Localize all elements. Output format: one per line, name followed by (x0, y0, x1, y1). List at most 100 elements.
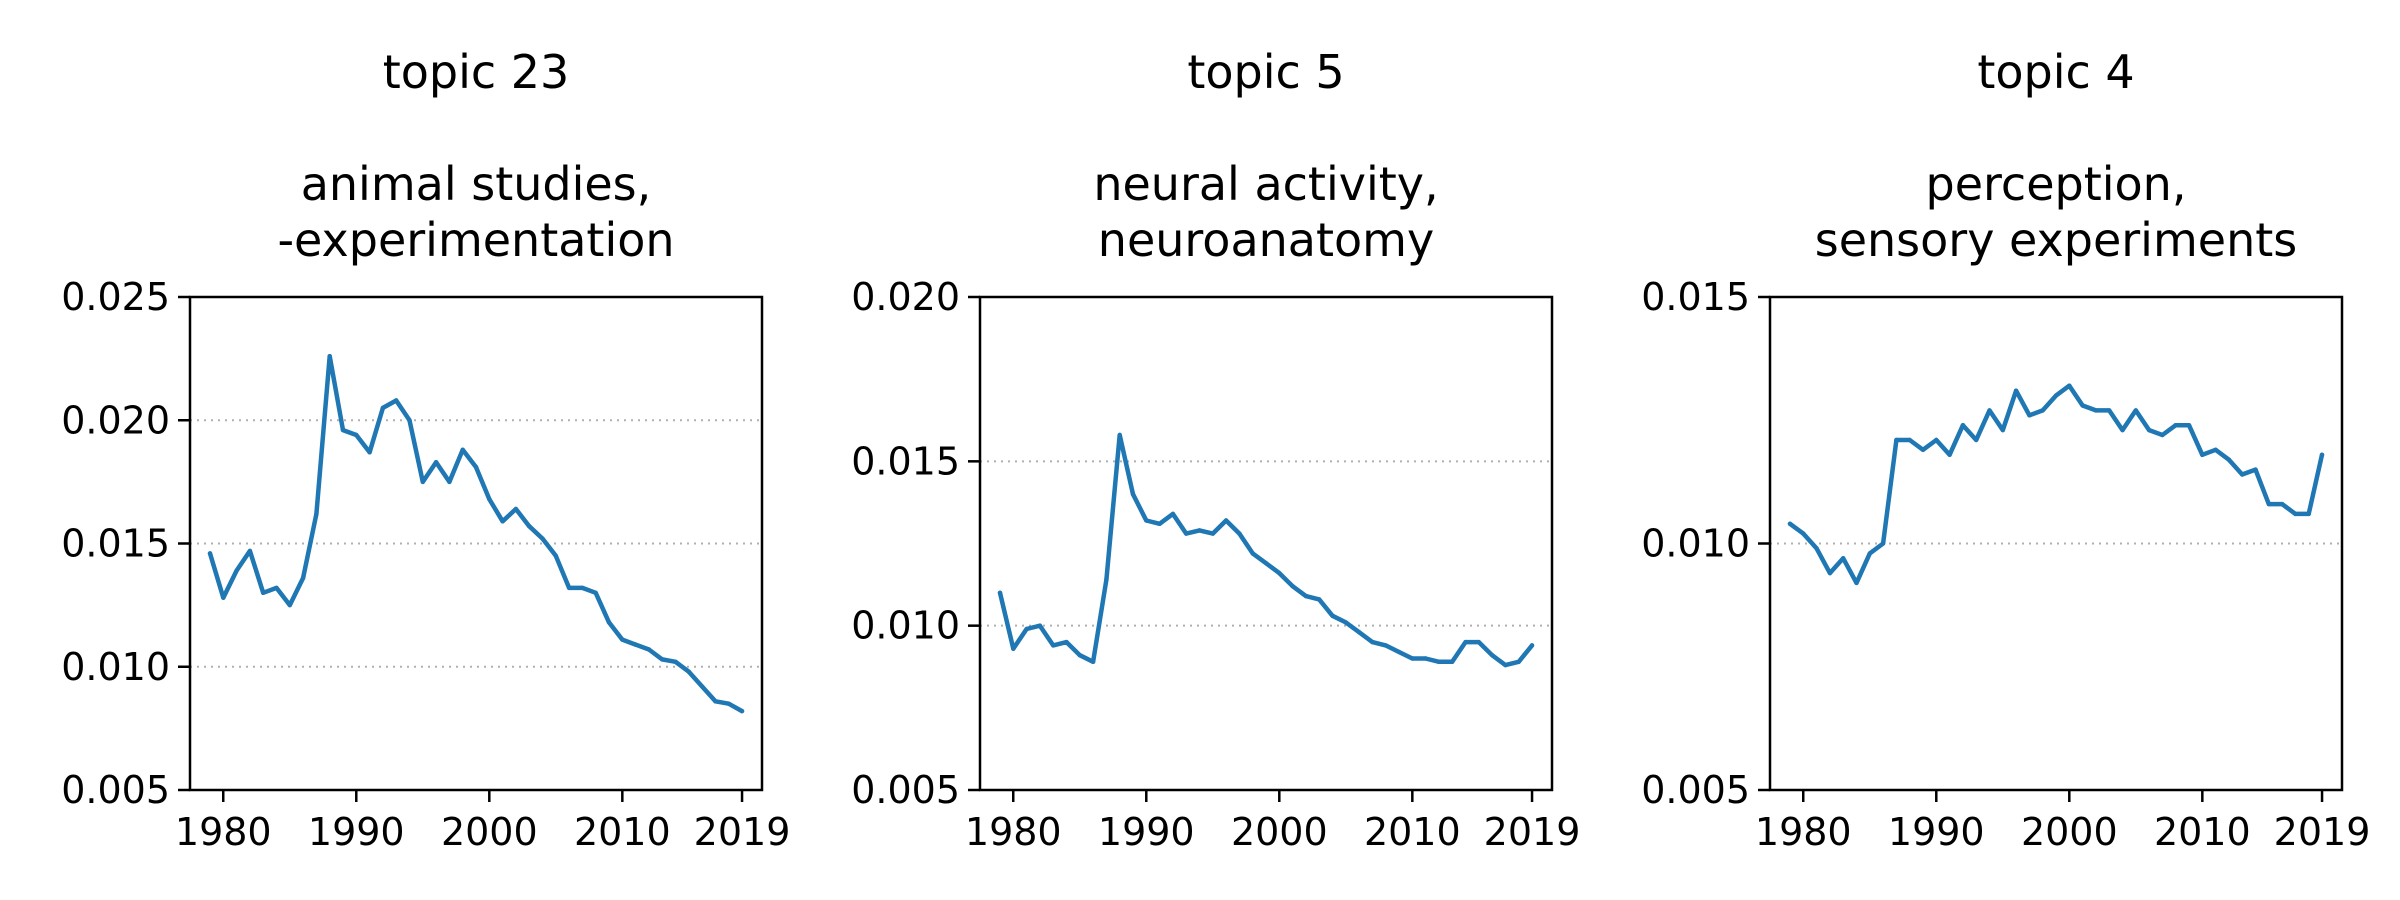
data-point (1814, 546, 1819, 551)
data-point (1854, 580, 1859, 586)
data-point (997, 590, 1003, 595)
data-point (2200, 452, 2205, 457)
data-point (1880, 541, 1886, 546)
data-point (1423, 656, 1428, 661)
data-point (2293, 511, 2298, 517)
data-point (540, 536, 545, 541)
data-point (460, 447, 465, 452)
data-point (1037, 623, 1043, 628)
x-tick-label: 2019 (2274, 810, 2371, 854)
data-point (1330, 613, 1335, 618)
data-point (2146, 427, 2152, 433)
data-point (300, 575, 306, 581)
data-point (713, 699, 718, 704)
data-point (2107, 408, 2112, 413)
data-point (380, 405, 386, 411)
x-tick-label: 1990 (1098, 810, 1195, 854)
data-point (2013, 388, 2019, 393)
data-point (447, 479, 452, 485)
chart-title-line-2: animal studies, (301, 157, 652, 211)
data-point (1436, 659, 1442, 664)
data-point (1463, 639, 1468, 645)
data-point (1011, 646, 1016, 651)
data-point (2067, 383, 2072, 388)
plot-frame (978, 295, 1554, 792)
data-point (2173, 423, 2178, 428)
chart-title-line-1: topic 5 (1187, 45, 1344, 99)
y-tick-label: 0.005 (61, 768, 170, 812)
y-tick-label: 0.015 (851, 439, 960, 483)
data-point (1801, 531, 1806, 536)
data-point (1250, 551, 1255, 556)
data-point (1516, 659, 1521, 664)
data-point (673, 659, 678, 664)
data-point (1144, 518, 1149, 523)
data-point (221, 595, 226, 600)
data-point (473, 464, 479, 470)
chart-title-line-1: topic 23 (383, 45, 570, 99)
data-point (686, 669, 691, 674)
data-point (2279, 501, 2285, 507)
data-point (1894, 437, 1899, 443)
data-point (1223, 518, 1229, 523)
data-point (527, 524, 532, 529)
data-point (420, 479, 425, 485)
data-point (1383, 643, 1388, 648)
y-tick-label: 0.010 (1641, 522, 1750, 566)
panel-1: topic 23 animal studies,-experimentation 0… (61, 45, 790, 854)
data-point (606, 620, 612, 625)
x-tick-label: 2010 (2154, 810, 2251, 854)
data-point (2120, 427, 2125, 433)
chart-title-line-2: perception, (1926, 157, 2187, 211)
x-tick-label: 1980 (965, 810, 1062, 854)
panel-3: topic 4 perception,sensory experiments 0.0… (1641, 45, 2370, 854)
data-point (2093, 408, 2099, 413)
data-point (1210, 531, 1216, 536)
data-point (1841, 556, 1846, 561)
data-point (340, 427, 346, 433)
data-point (1489, 653, 1495, 658)
data-point (1356, 630, 1362, 635)
series-line (997, 432, 1535, 668)
x-tick-label: 1980 (1755, 810, 1852, 854)
data-point (1410, 656, 1415, 661)
data-point (1051, 643, 1056, 648)
data-point (1077, 653, 1083, 658)
data-point (274, 585, 279, 591)
x-tick-label: 1990 (1888, 810, 1985, 854)
data-point (1290, 584, 1295, 589)
data-point (1503, 662, 1508, 668)
y-tick-label: 0.010 (851, 604, 960, 648)
x-tick-label: 2010 (574, 810, 671, 854)
x-tick-label: 2019 (694, 810, 791, 854)
chart-title-line-1: topic 4 (1977, 45, 2134, 99)
data-point (1974, 437, 1979, 443)
y-tick-label: 0.005 (851, 768, 960, 812)
data-point (2240, 472, 2245, 477)
data-point (1130, 492, 1136, 497)
data-point (2266, 501, 2271, 507)
x-tick-label: 2000 (441, 810, 538, 854)
data-point (287, 602, 292, 608)
chart-title-line-3: -experimentation (277, 213, 674, 267)
y-tick-label: 0.020 (61, 398, 170, 442)
data-point (327, 354, 332, 359)
data-point (1064, 639, 1069, 645)
data-point (2319, 452, 2325, 457)
x-tick-label: 2010 (1364, 810, 1461, 854)
data-point (2306, 511, 2311, 517)
data-point (620, 637, 625, 642)
y-tick-label: 0.020 (851, 275, 960, 319)
data-point (699, 684, 705, 689)
data-point (407, 418, 412, 423)
x-tick-label: 2000 (2021, 810, 2118, 854)
data-point (1343, 620, 1349, 625)
y-tick-label: 0.010 (61, 645, 170, 689)
data-point (1104, 577, 1109, 582)
data-point (2053, 393, 2059, 398)
x-tick-label: 1990 (308, 810, 405, 854)
data-point (1117, 432, 1122, 438)
data-point (1170, 511, 1176, 517)
